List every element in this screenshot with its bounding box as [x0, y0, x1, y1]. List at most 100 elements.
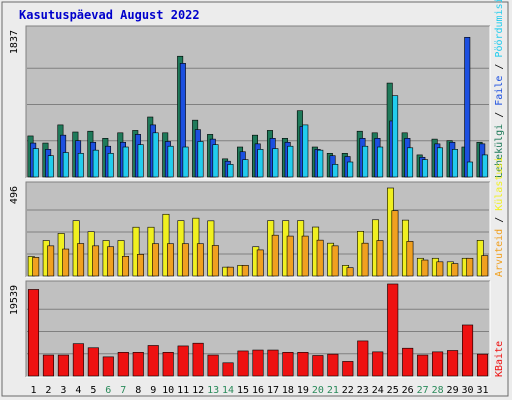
bar-sites-day-5: [92, 245, 100, 277]
bar-kbytes-day-24: [372, 351, 384, 377]
bar-sites-day-12: [196, 243, 204, 277]
x-tick-label-day-15: 15: [237, 385, 249, 396]
x-tick-label-day-6: 6: [105, 385, 111, 396]
bar-sites-day-1: [32, 257, 40, 277]
bar-kbytes-day-5: [87, 347, 99, 377]
x-tick-label-day-18: 18: [282, 385, 294, 396]
bar-kbytes-day-1: [27, 289, 40, 377]
y-max-label-bottom: 19539: [9, 285, 20, 315]
bar-kbytes-day-13: [207, 354, 219, 377]
bar-hits-day-15: [242, 159, 249, 178]
bar-hits-day-10: [167, 145, 174, 178]
bar-hits-day-17: [272, 148, 279, 178]
bar-sites-day-27: [421, 259, 429, 277]
bar-sites-day-4: [77, 243, 85, 277]
bar-kbytes-day-12: [192, 342, 204, 377]
chart-title: Kasutuspäevad August 2022: [19, 8, 200, 22]
bar-files-day-30: [464, 36, 471, 178]
x-tick-label-day-29: 29: [447, 385, 459, 396]
legend-bottom: KBaite: [494, 341, 505, 377]
bar-hits-day-16: [257, 149, 264, 178]
bar-hits-day-11: [182, 146, 189, 178]
bar-kbytes-day-8: [132, 352, 144, 377]
bar-hits-day-12: [197, 141, 204, 178]
bar-sites-day-30: [466, 257, 474, 277]
bar-kbytes-day-27: [417, 354, 429, 377]
panel-top: 1837 Lehekülgi / Faile / Pöördumisi: [9, 0, 505, 179]
bar-hits-day-2: [47, 155, 54, 178]
bar-hits-day-26: [407, 147, 414, 178]
bar-kbytes-day-6: [102, 356, 114, 377]
x-tick-label-day-16: 16: [252, 385, 264, 396]
bar-kbytes-day-4: [72, 343, 84, 377]
bar-kbytes-day-9: [147, 345, 159, 377]
bar-hits-day-27: [422, 159, 429, 178]
x-tick-label-day-10: 10: [162, 385, 174, 396]
bar-sites-day-28: [436, 261, 444, 277]
x-tick-label-day-24: 24: [372, 385, 384, 396]
x-tick-label-day-21: 21: [327, 385, 339, 396]
x-tick-label-day-12: 12: [192, 385, 204, 396]
bar-hits-day-30: [466, 161, 473, 178]
plot-border-light-top: [26, 26, 491, 179]
legend-item-visits: Külastusi: [494, 157, 505, 211]
bar-hits-day-21: [332, 164, 339, 178]
x-tick-label-day-9: 9: [150, 385, 156, 396]
bar-sites-day-19: [301, 235, 309, 277]
bar-hits-day-22: [347, 161, 354, 178]
x-tick-label-day-5: 5: [90, 385, 96, 396]
bar-kbytes-day-11: [177, 345, 189, 377]
x-tick-label-day-14: 14: [222, 385, 234, 396]
x-tick-label-day-8: 8: [135, 385, 141, 396]
bar-kbytes-day-2: [42, 354, 54, 377]
bar-kbytes-day-21: [327, 353, 339, 377]
bar-hits-day-13: [212, 144, 219, 178]
panel-bottom: 19539 KBaite: [9, 280, 505, 378]
bar-sites-day-17: [271, 234, 279, 277]
x-tick-label-day-1: 1: [30, 385, 36, 396]
x-tick-label-day-30: 30: [462, 385, 474, 396]
bar-hits-day-19: [302, 124, 309, 178]
bar-sites-day-18: [286, 235, 294, 277]
bar-sites-day-22: [346, 267, 354, 277]
x-tick-label-day-27: 27: [417, 385, 429, 396]
legend-separator: /: [494, 58, 505, 76]
plot-border-light-bottom: [26, 281, 491, 378]
bar-hits-day-8: [137, 144, 144, 178]
bar-hits-day-18: [287, 145, 294, 178]
legend-item-pageviews: Lehekülgi: [494, 124, 505, 178]
bar-kbytes-day-14: [222, 362, 234, 377]
bar-sites-day-21: [331, 245, 339, 277]
plot-border-light-middle: [26, 182, 491, 278]
plot-border-shadow-top: [25, 25, 490, 178]
x-tick-label-day-4: 4: [75, 385, 81, 396]
bar-hits-day-14: [227, 164, 234, 178]
bar-hits-day-28: [437, 147, 443, 178]
x-tick-label-day-22: 22: [342, 385, 354, 396]
x-tick-label-day-25: 25: [387, 385, 399, 396]
legend-item-files: Faile: [494, 76, 505, 106]
bar-sites-day-8: [137, 254, 144, 277]
bar-kbytes-day-7: [117, 352, 129, 377]
plot-border-shadow-middle: [25, 181, 490, 277]
bar-hits-day-6: [107, 153, 114, 178]
bar-sites-day-25: [391, 210, 399, 277]
bar-hits-day-20: [317, 149, 324, 178]
bar-hits-day-31: [481, 154, 488, 178]
bar-hits-day-29: [451, 149, 458, 178]
bar-kbytes-day-10: [162, 352, 174, 377]
x-tick-label-day-17: 17: [267, 385, 279, 396]
bar-kbytes-day-19: [297, 352, 309, 377]
bar-sites-day-31: [481, 255, 489, 277]
x-tick-label-day-28: 28: [432, 385, 444, 396]
x-tick-label-day-7: 7: [120, 385, 126, 396]
bar-sites-day-7: [122, 256, 129, 277]
bar-hits-day-5: [92, 149, 99, 178]
x-tick-label-day-3: 3: [60, 385, 66, 396]
plot-border-shadow-bottom: [25, 280, 490, 377]
x-tick-label-day-26: 26: [402, 385, 414, 396]
bar-kbytes-day-18: [282, 352, 294, 377]
bar-kbytes-day-16: [252, 349, 264, 377]
